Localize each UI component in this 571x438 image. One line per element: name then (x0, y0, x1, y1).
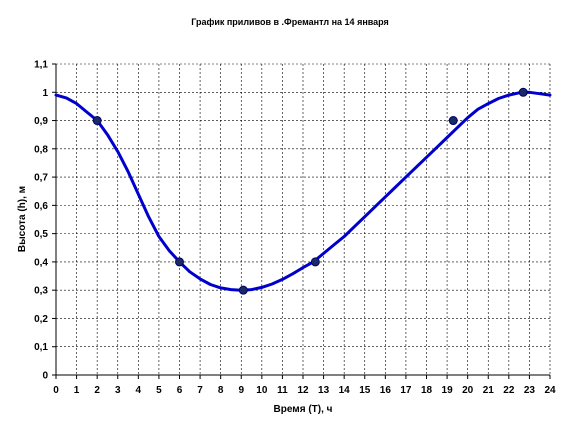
x-tick-label: 24 (544, 385, 556, 396)
data-point (448, 116, 458, 126)
x-tick-label: 0 (53, 385, 59, 396)
x-tick-label: 21 (483, 385, 495, 396)
y-tick-label: 0 (42, 371, 48, 382)
x-tick-label: 4 (136, 385, 142, 396)
x-tick-label: 16 (380, 385, 392, 396)
x-tick-label: 5 (156, 385, 162, 396)
x-tick-label: 10 (256, 385, 268, 396)
data-point (92, 116, 102, 126)
x-tick-label: 6 (177, 385, 183, 396)
x-tick-label: 22 (503, 385, 515, 396)
y-tick-label: 1,1 (34, 60, 48, 71)
y-tick-label: 0,5 (34, 229, 48, 240)
series (54, 87, 552, 295)
y-tick-label: 1 (42, 88, 48, 99)
x-tick-label: 13 (318, 385, 330, 396)
x-tick-label: 8 (218, 385, 224, 396)
y-tick-label: 0,3 (34, 286, 48, 297)
y-axis-label: Высота (h), м (17, 186, 28, 252)
x-tick-label: 3 (115, 385, 121, 396)
tick-labels: 00,10,20,30,40,50,60,70,80,911,10 1 2 3 4 5 6 7… (34, 60, 556, 397)
x-tick-label: 20 (462, 385, 474, 396)
x-tick-label: 1 (74, 385, 80, 396)
x-tick-label: 15 (359, 385, 371, 396)
x-tick-label: 18 (421, 385, 433, 396)
y-tick-label: 0,7 (34, 173, 48, 184)
axes (52, 63, 551, 379)
x-tick-label: 14 (339, 385, 351, 396)
data-point (310, 257, 320, 267)
chart-title: График приливов в .Фремантл на 14 января (191, 17, 389, 27)
series-line (54, 90, 552, 292)
data-point (175, 257, 184, 267)
x-tick-label: 17 (400, 385, 412, 396)
y-tick-label: 0,4 (34, 257, 48, 268)
x-tick-label: 19 (442, 385, 454, 396)
y-tick-label: 0,1 (34, 342, 48, 353)
x-tick-label: 2 (94, 385, 100, 396)
x-axis-label: Время (Т), ч (274, 404, 333, 415)
x-tick-label: 23 (524, 385, 536, 396)
x-tick-label: 12 (297, 385, 309, 396)
y-tick-label: 0,6 (34, 201, 48, 212)
data-point (238, 285, 248, 295)
y-tick-label: 0,2 (34, 314, 48, 325)
data-point (518, 87, 528, 97)
y-tick-label: 0,9 (34, 116, 48, 127)
x-tick-label: 7 (197, 385, 203, 396)
x-tick-label: 9 (238, 385, 244, 396)
x-tick-label: 11 (277, 385, 288, 396)
y-tick-label: 0,8 (34, 144, 48, 155)
